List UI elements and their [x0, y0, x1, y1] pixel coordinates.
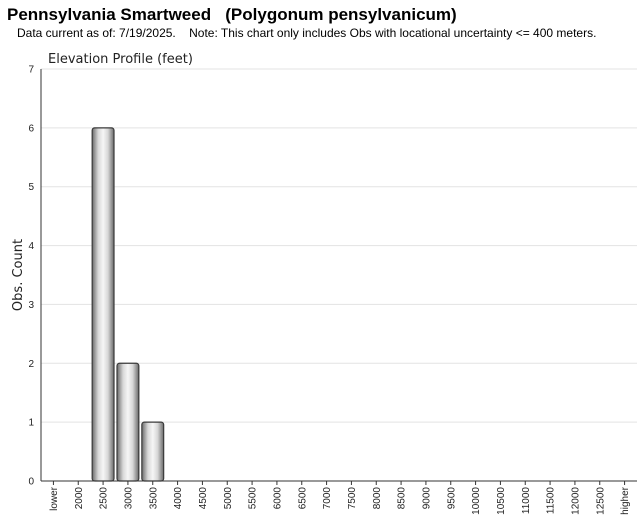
y-tick-label: 2	[28, 359, 34, 370]
x-tick-label: 2500	[99, 487, 110, 510]
x-tick-label: 3000	[123, 487, 134, 510]
x-tick-label: 8500	[397, 487, 408, 510]
x-tick-label: lower	[49, 486, 60, 511]
x-tick-label: 8000	[372, 487, 383, 510]
bar-2500	[91, 127, 115, 482]
y-tick-label: 4	[28, 241, 34, 252]
x-tick-label: higher	[620, 486, 631, 514]
page-title: Pennsylvania Smartweed (Polygonum pensyl…	[7, 5, 457, 24]
x-tick-label: 9000	[421, 487, 432, 510]
x-tick-label: 10000	[471, 487, 482, 515]
gridlines	[41, 68, 637, 423]
y-tick-label: 3	[28, 300, 34, 311]
y-tick-label: 0	[28, 477, 34, 488]
x-tick-label: 3500	[148, 487, 159, 510]
x-tick-label: 5500	[248, 487, 259, 510]
x-tick-label: 6500	[297, 487, 308, 510]
x-tick-label: 7500	[347, 487, 358, 510]
y-tick-label: 1	[28, 418, 34, 429]
x-tick-label: 5000	[223, 487, 234, 510]
x-tick-label: 9500	[446, 487, 457, 510]
y-tick-label: 5	[28, 182, 34, 193]
x-tick-label: 12500	[595, 487, 606, 515]
x-tick-label: 10500	[496, 487, 507, 515]
y-tick-label: 6	[28, 123, 34, 134]
x-tick-label: 12000	[570, 487, 581, 515]
x-tick-label: 11000	[521, 487, 532, 515]
x-tick-label: 11500	[546, 487, 557, 515]
y-axis-title: Obs. Count	[11, 239, 26, 311]
x-tick-label: 6000	[272, 487, 283, 510]
chart-title: Elevation Profile (feet)	[48, 52, 193, 67]
data-note: Data current as of: 7/19/2025. Note: Thi…	[17, 26, 597, 40]
bar-3000	[116, 362, 140, 482]
x-tick-label: 4000	[173, 487, 184, 510]
x-tick-label: 2000	[74, 487, 85, 510]
y-tick-label: 7	[28, 65, 34, 76]
x-tick-label: 7000	[322, 487, 333, 510]
x-tick-label: 4500	[198, 487, 209, 510]
bar-3500	[141, 421, 165, 482]
axes: 0 1 2 3 4 5 6 7 lower 2000 2500 3000 3500 4000 4500 500…	[28, 65, 637, 515]
